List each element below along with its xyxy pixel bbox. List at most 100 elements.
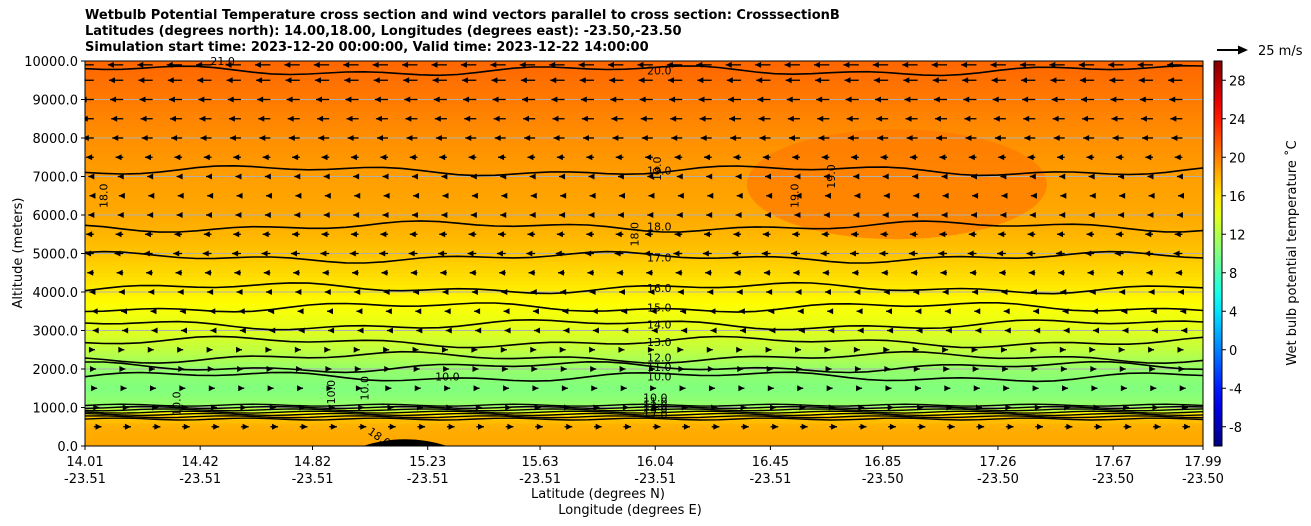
wind-vector xyxy=(670,115,683,122)
wind-vector xyxy=(288,135,300,141)
wind-vector xyxy=(469,269,477,276)
wind-vector xyxy=(1114,250,1124,257)
wind-vector xyxy=(346,115,359,122)
contour-label: 10.0 xyxy=(171,391,184,416)
wind-vector xyxy=(816,96,830,103)
wind-vector xyxy=(796,366,803,372)
wind-vector xyxy=(652,404,659,411)
wind-vector xyxy=(1121,308,1128,315)
wind-vector xyxy=(559,212,566,218)
wind-vector xyxy=(115,231,124,238)
field-band xyxy=(85,184,1203,189)
wind-vector xyxy=(939,154,948,161)
wind-vector xyxy=(815,77,830,84)
wind-vector xyxy=(263,269,271,276)
x-tick-label-lat: 16.85 xyxy=(864,455,901,470)
wind-vector xyxy=(1089,192,1096,199)
wind-vector xyxy=(1094,423,1102,430)
wind-vector xyxy=(171,135,183,141)
wind-vector xyxy=(463,96,477,103)
wind-vector xyxy=(1145,154,1153,161)
wind-vector xyxy=(143,250,153,257)
wind-vector xyxy=(651,327,658,334)
wind-vector xyxy=(991,77,1006,84)
wind-vector xyxy=(528,269,536,276)
contour-line xyxy=(85,281,1203,295)
wind-vector xyxy=(648,192,655,199)
wind-vector xyxy=(1179,385,1186,392)
wind-vector xyxy=(413,289,420,295)
wind-vector xyxy=(292,231,300,238)
wind-vector xyxy=(608,61,624,68)
wind-vector xyxy=(374,96,389,103)
wind-vector xyxy=(623,423,632,430)
wind-vector xyxy=(402,61,418,68)
wind-vector xyxy=(652,423,661,430)
wind-vector xyxy=(505,423,514,430)
wind-vector xyxy=(650,385,657,392)
wind-vector xyxy=(975,404,982,411)
wind-vector xyxy=(324,192,331,199)
wind-vector xyxy=(785,77,800,84)
wind-vector xyxy=(324,289,331,295)
wind-vector xyxy=(791,250,800,257)
field-band xyxy=(85,353,1203,359)
wind-vector xyxy=(618,346,625,353)
wind-vector xyxy=(593,404,600,411)
wind-vector xyxy=(176,173,183,180)
wind-vector xyxy=(906,135,918,141)
wind-vector xyxy=(756,77,771,84)
wind-vector xyxy=(433,96,447,103)
wind-vector xyxy=(173,250,183,257)
wind-vector xyxy=(823,173,830,180)
contour-label: 11.0 xyxy=(643,396,668,409)
wind-vector xyxy=(85,64,94,66)
wind-vector xyxy=(237,366,244,372)
wind-vector xyxy=(1079,77,1095,84)
wind-vector xyxy=(1088,212,1095,218)
wind-vector xyxy=(667,77,683,84)
wind-vector xyxy=(208,385,215,392)
wind-vector xyxy=(706,212,713,218)
wind-vector xyxy=(844,77,859,84)
wind-vector xyxy=(505,404,512,411)
wind-vector xyxy=(1090,366,1097,372)
wind-vector xyxy=(297,385,304,392)
wind-vector xyxy=(563,327,570,334)
wind-vector xyxy=(1000,212,1007,218)
wind-vector xyxy=(610,96,624,103)
wind-vector xyxy=(405,115,418,122)
x-axis: 14.01 -23.51 14.42 -23.51 14.82 -23.51 15.23 -2… xyxy=(64,446,1224,487)
wind-vector xyxy=(883,346,890,353)
wind-vector xyxy=(562,308,569,315)
wind-vector xyxy=(1080,96,1095,103)
wind-vector xyxy=(410,269,418,276)
wind-vector xyxy=(641,135,653,141)
wind-vector xyxy=(471,192,478,199)
wind-vector xyxy=(758,115,771,122)
wind-vector xyxy=(354,366,361,372)
field-band xyxy=(85,384,1203,389)
wind-vector xyxy=(1057,231,1065,238)
wind-vector xyxy=(706,173,713,180)
contour-labels: 10.011.012.013.014.015.016.017.018.019.0… xyxy=(98,55,839,450)
wind-vector xyxy=(532,308,539,315)
field-band xyxy=(85,180,1203,185)
wind-vector xyxy=(882,173,889,180)
wind-vector xyxy=(1055,250,1065,257)
wind-vector xyxy=(412,346,419,353)
field-band xyxy=(85,107,1203,112)
wind-vector xyxy=(824,289,831,295)
wind-vector xyxy=(93,404,100,411)
wind-vector xyxy=(1148,289,1155,295)
field-band xyxy=(85,253,1203,258)
wind-vector xyxy=(619,366,626,372)
field-band xyxy=(85,203,1203,208)
x-tick-label-lon: -23.51 xyxy=(64,472,106,487)
wind-vector xyxy=(1087,269,1095,276)
wind-vector xyxy=(490,61,506,68)
wind-vector xyxy=(233,231,241,238)
wind-vector xyxy=(702,250,712,257)
wind-vector xyxy=(415,308,422,315)
